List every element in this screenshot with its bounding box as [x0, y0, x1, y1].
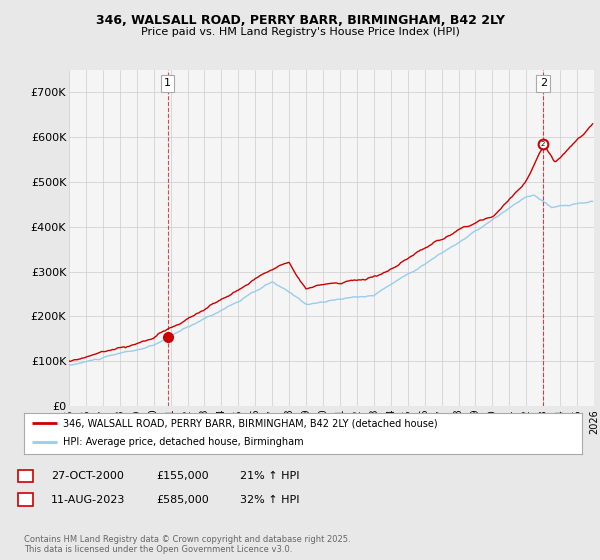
- Text: £585,000: £585,000: [156, 494, 209, 505]
- Text: 2: 2: [22, 494, 29, 505]
- Text: 1: 1: [164, 78, 171, 88]
- Text: HPI: Average price, detached house, Birmingham: HPI: Average price, detached house, Birm…: [63, 437, 304, 447]
- Text: 346, WALSALL ROAD, PERRY BARR, BIRMINGHAM, B42 2LY (detached house): 346, WALSALL ROAD, PERRY BARR, BIRMINGHA…: [63, 418, 437, 428]
- Text: £155,000: £155,000: [156, 471, 209, 481]
- Text: 346, WALSALL ROAD, PERRY BARR, BIRMINGHAM, B42 2LY: 346, WALSALL ROAD, PERRY BARR, BIRMINGHA…: [95, 14, 505, 27]
- Text: Contains HM Land Registry data © Crown copyright and database right 2025.
This d: Contains HM Land Registry data © Crown c…: [24, 535, 350, 554]
- Text: 27-OCT-2000: 27-OCT-2000: [51, 471, 124, 481]
- Text: 2: 2: [541, 141, 545, 147]
- Text: 2: 2: [539, 78, 547, 88]
- Text: 11-AUG-2023: 11-AUG-2023: [51, 494, 125, 505]
- Text: 32% ↑ HPI: 32% ↑ HPI: [240, 494, 299, 505]
- Text: Price paid vs. HM Land Registry's House Price Index (HPI): Price paid vs. HM Land Registry's House …: [140, 27, 460, 37]
- Text: 1: 1: [22, 471, 29, 481]
- Text: 21% ↑ HPI: 21% ↑ HPI: [240, 471, 299, 481]
